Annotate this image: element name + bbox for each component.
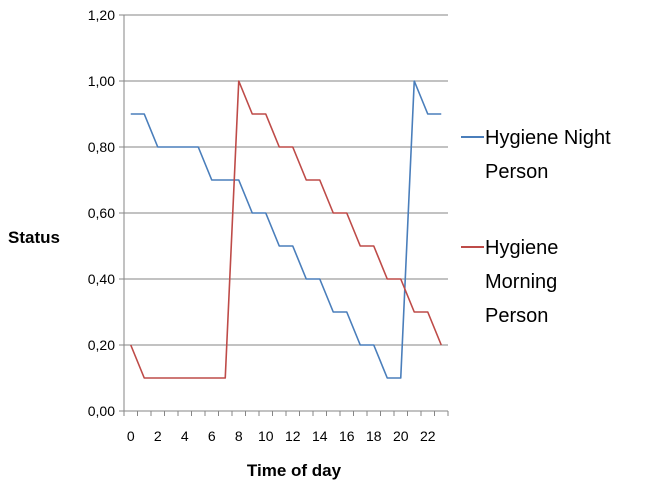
series-lines — [130, 80, 442, 379]
x-tick-label: 4 — [181, 428, 189, 444]
x-tick-label: 12 — [285, 428, 301, 444]
legend-label: Person — [485, 305, 548, 327]
x-tick-label: 20 — [393, 428, 409, 444]
axis-ticks: 0,00 0,20 0,40 0,60 0,80 1,00 1,20 0 2 4 6 8 10 12 14 1… — [88, 7, 449, 444]
y-tick-label: 0,20 — [88, 337, 115, 353]
y-tick-label: 0,80 — [88, 139, 115, 155]
y-tick-label: 1,20 — [88, 7, 115, 23]
y-tick-label: 0,00 — [88, 403, 115, 419]
y-tick-label: 0,40 — [88, 271, 115, 287]
x-axis-title: Time of day — [247, 461, 342, 480]
grid-lines — [124, 14, 448, 346]
x-tick-label: 8 — [235, 428, 243, 444]
legend: Hygiene Night Person Hygiene Morning Person — [461, 127, 611, 327]
x-tick-label: 18 — [366, 428, 382, 444]
y-tick-label: 1,00 — [88, 73, 115, 89]
y-tick-label: 0,60 — [88, 205, 115, 221]
series-line-2 — [130, 80, 442, 379]
legend-label: Person — [485, 161, 548, 183]
legend-label: Morning — [485, 271, 557, 293]
x-tick-label: 6 — [208, 428, 216, 444]
y-axis-title: Status — [8, 228, 60, 247]
x-tick-label: 0 — [127, 428, 135, 444]
series-line-1 — [130, 80, 442, 379]
legend-label: Hygiene Night — [485, 127, 611, 149]
x-tick-label: 14 — [312, 428, 328, 444]
x-tick-label: 16 — [339, 428, 355, 444]
x-tick-label: 10 — [258, 428, 274, 444]
x-tick-label: 22 — [420, 428, 436, 444]
x-tick-label: 2 — [154, 428, 162, 444]
legend-label: Hygiene — [485, 237, 558, 259]
